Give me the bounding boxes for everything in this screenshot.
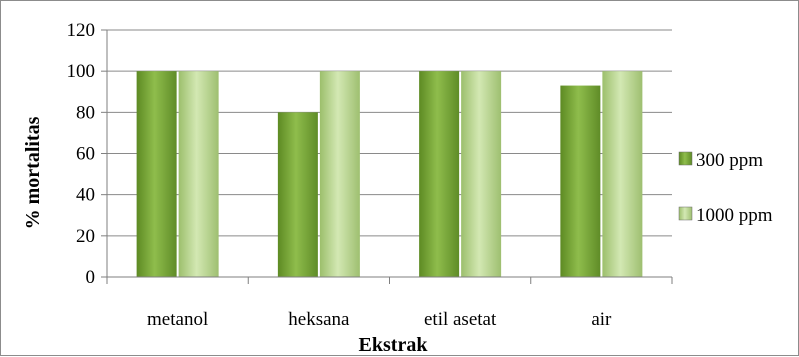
bars bbox=[136, 71, 643, 278]
y-tick-label: 40 bbox=[76, 185, 95, 206]
y-tick-label: 100 bbox=[67, 61, 96, 82]
legend-swatch-1000-ppm bbox=[678, 206, 693, 221]
y-tick-label: 80 bbox=[76, 102, 95, 123]
legend-swatch-300-ppm bbox=[678, 151, 693, 166]
x-tick-label: air bbox=[591, 309, 612, 330]
bar-300-ppm-air bbox=[560, 85, 601, 277]
axes bbox=[101, 29, 673, 284]
legend: 300 ppm 1000 ppm bbox=[678, 150, 773, 226]
x-tick-label: metanol bbox=[147, 309, 208, 330]
x-tick-label: heksana bbox=[288, 309, 350, 330]
bar-1000-ppm-etil-asetat bbox=[461, 71, 502, 278]
x-axis-title: Ekstrak bbox=[359, 334, 429, 356]
bar-300-ppm-metanol bbox=[136, 71, 177, 278]
bar-1000-ppm-air bbox=[602, 71, 643, 278]
x-tick-label: etil asetat bbox=[424, 309, 497, 330]
y-tick-label: 120 bbox=[67, 20, 96, 41]
y-tick-label: 0 bbox=[86, 267, 96, 288]
bar-300-ppm-etil-asetat bbox=[419, 71, 460, 278]
tick-labels: 0 20 40 60 80 100 120 metanol heksana etil asetat… bbox=[67, 20, 613, 330]
legend-label: 300 ppm bbox=[696, 150, 763, 171]
y-axis-title: % mortalitas bbox=[22, 116, 44, 229]
y-tick-label: 20 bbox=[76, 226, 95, 247]
bar-1000-ppm-heksana bbox=[319, 71, 360, 278]
bar-1000-ppm-metanol bbox=[178, 71, 219, 278]
y-tick-label: 60 bbox=[76, 144, 95, 165]
bar-300-ppm-heksana bbox=[277, 112, 318, 277]
legend-label: 1000 ppm bbox=[696, 205, 773, 226]
